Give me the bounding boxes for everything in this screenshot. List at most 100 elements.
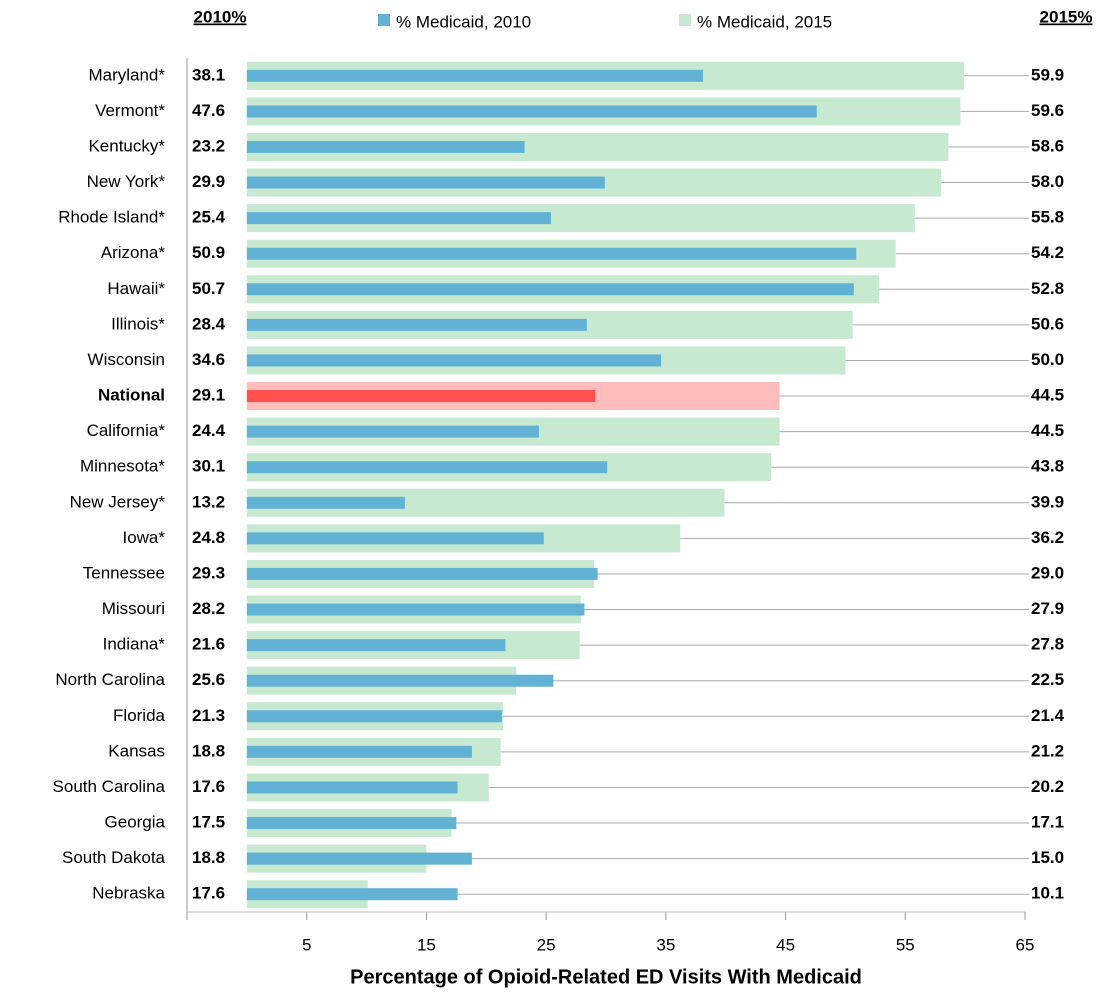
x-tick-label: 65 — [1016, 935, 1035, 954]
value-label-2015: 55.8 — [1031, 208, 1064, 227]
bar-2010 — [246, 496, 405, 509]
value-label-2010: 38.1 — [192, 65, 225, 84]
right-header: 2015% — [1040, 7, 1093, 26]
category-label: Arizona* — [101, 243, 166, 262]
value-label-2015: 15.0 — [1031, 848, 1064, 867]
bar-2010 — [246, 567, 598, 580]
left-header: 2010% — [194, 7, 247, 26]
category-label: New York* — [87, 172, 166, 191]
bar-2010 — [246, 710, 502, 723]
category-label: Iowa* — [122, 528, 165, 547]
bar-2010 — [246, 639, 506, 652]
bar-2010 — [246, 674, 554, 687]
value-label-2015: 22.5 — [1031, 670, 1064, 689]
value-label-2010: 28.2 — [192, 599, 225, 618]
value-label-2010: 29.9 — [192, 172, 225, 191]
value-label-2010: 47.6 — [192, 101, 225, 120]
category-label: Georgia — [105, 813, 166, 832]
value-label-2010: 24.8 — [192, 528, 225, 547]
bar-2010 — [246, 105, 817, 118]
category-label: Tennessee — [83, 563, 165, 582]
value-label-2015: 21.2 — [1031, 741, 1064, 760]
bar-2010 — [246, 318, 587, 331]
value-label-2010: 21.6 — [192, 635, 225, 654]
category-label: Wisconsin — [88, 350, 165, 369]
legend-swatch — [679, 14, 691, 26]
value-label-2015: 27.9 — [1031, 599, 1064, 618]
bar-2010 — [246, 425, 539, 438]
category-label: Maryland* — [88, 65, 165, 84]
x-tick-label: 5 — [302, 935, 311, 954]
value-label-2010: 29.1 — [192, 386, 225, 405]
x-axis-title: Percentage of Opioid-Related ED Visits W… — [350, 966, 862, 988]
x-tick-label: 35 — [656, 935, 675, 954]
value-label-2010: 17.6 — [192, 884, 225, 903]
value-label-2015: 44.5 — [1031, 386, 1064, 405]
value-label-2015: 52.8 — [1031, 279, 1064, 298]
value-label-2010: 25.4 — [192, 208, 226, 227]
value-label-2015: 50.6 — [1031, 314, 1064, 333]
value-label-2010: 18.8 — [192, 741, 225, 760]
value-label-2015: 59.6 — [1031, 101, 1064, 120]
bar-2010 — [246, 390, 596, 403]
value-label-2010: 50.9 — [192, 243, 225, 262]
value-label-2015: 17.1 — [1031, 813, 1064, 832]
legend-label: % Medicaid, 2015 — [697, 12, 832, 31]
category-label: South Dakota — [62, 848, 166, 867]
category-label: Illinois* — [111, 314, 165, 333]
category-label: Vermont* — [95, 101, 165, 120]
value-label-2010: 18.8 — [192, 848, 225, 867]
bar-2010 — [246, 888, 458, 901]
category-label: South Carolina — [53, 777, 166, 796]
category-label: Minnesota* — [80, 457, 165, 476]
value-label-2010: 29.3 — [192, 563, 225, 582]
value-label-2010: 50.7 — [192, 279, 225, 298]
value-label-2015: 10.1 — [1031, 884, 1064, 903]
value-label-2010: 21.3 — [192, 706, 225, 725]
bar-2010 — [246, 140, 525, 153]
legend-swatch — [378, 14, 390, 26]
value-label-2010: 30.1 — [192, 457, 225, 476]
x-tick-label: 55 — [896, 935, 915, 954]
bar-2010 — [246, 852, 472, 865]
category-label: Rhode Island* — [58, 208, 165, 227]
bar-2010 — [246, 283, 854, 296]
x-tick-label: 15 — [417, 935, 436, 954]
bar-2010 — [246, 532, 544, 545]
value-label-2010: 25.6 — [192, 670, 225, 689]
category-label: Hawaii* — [107, 279, 165, 298]
value-label-2010: 13.2 — [192, 492, 225, 511]
bar-2010 — [246, 817, 457, 830]
value-label-2010: 24.4 — [192, 421, 226, 440]
x-tick-label: 25 — [537, 935, 556, 954]
bar-2010 — [246, 745, 472, 758]
x-tick-label: 45 — [776, 935, 795, 954]
value-label-2010: 28.4 — [192, 314, 226, 333]
value-label-2010: 34.6 — [192, 350, 225, 369]
value-label-2010: 23.2 — [192, 136, 225, 155]
bar-2010 — [246, 461, 608, 474]
bar-2010 — [246, 176, 605, 189]
category-label: Indiana* — [103, 635, 166, 654]
bar-2010 — [246, 354, 662, 367]
value-label-2010: 17.5 — [192, 813, 225, 832]
bar-2010 — [246, 247, 857, 260]
bar-2010 — [246, 603, 585, 616]
category-label: Kentucky* — [88, 136, 165, 155]
value-label-2015: 43.8 — [1031, 457, 1064, 476]
value-label-2015: 59.9 — [1031, 65, 1064, 84]
value-label-2015: 50.0 — [1031, 350, 1064, 369]
category-label: Nebraska — [92, 884, 165, 903]
value-label-2015: 27.8 — [1031, 635, 1064, 654]
value-label-2015: 54.2 — [1031, 243, 1064, 262]
value-label-2015: 36.2 — [1031, 528, 1064, 547]
category-label: National — [98, 386, 165, 405]
category-label: California* — [87, 421, 166, 440]
value-label-2015: 58.0 — [1031, 172, 1064, 191]
category-label: Kansas — [108, 741, 165, 760]
bar-2010 — [246, 69, 703, 82]
category-label: North Carolina — [55, 670, 165, 689]
bar-2010 — [246, 781, 458, 794]
value-label-2015: 21.4 — [1031, 706, 1065, 725]
